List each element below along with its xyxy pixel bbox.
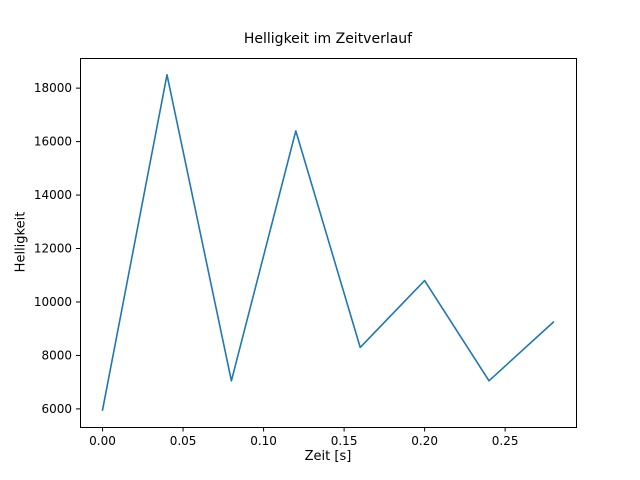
chart-title: Helligkeit im Zeitverlauf: [243, 31, 413, 47]
x-tick-label: 0.15: [331, 434, 358, 448]
x-tick-label: 0.10: [250, 434, 277, 448]
y-tick-label: 14000: [34, 188, 72, 202]
y-tick-label: 6000: [41, 402, 72, 416]
series-line: [101, 74, 555, 412]
y-tick-label: 12000: [34, 242, 72, 256]
x-tick-label: 0.20: [411, 434, 438, 448]
y-tick-label: 10000: [34, 295, 72, 309]
y-tick-label: 18000: [34, 81, 72, 95]
y-tick-label: 8000: [41, 348, 72, 362]
x-tick-label: 0.25: [492, 434, 519, 448]
x-tick-label: 0.00: [89, 434, 116, 448]
plot-border: [80, 58, 577, 428]
x-axis-label: Zeit [s]: [304, 449, 352, 464]
y-tick-label: 16000: [34, 135, 72, 149]
x-tick-label: 0.05: [170, 434, 197, 448]
